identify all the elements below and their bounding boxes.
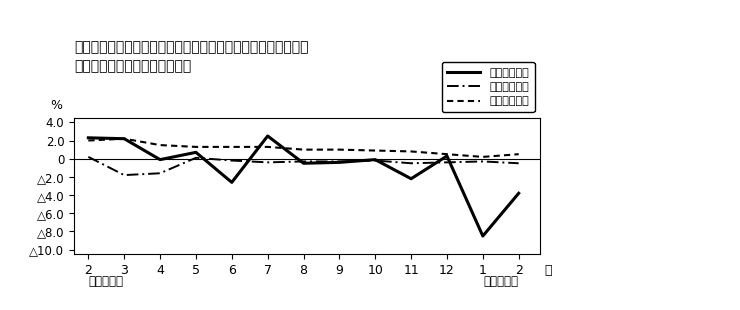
Legend: 現金給与総額, 総実労働時間, 常用雇用指数: 現金給与総額, 総実労働時間, 常用雇用指数 (442, 62, 534, 112)
Text: 第４図　賃金、労働時間、常用雇用指数　対前年同月比の推移
（規模５人以上　調査産業計）: 第４図 賃金、労働時間、常用雇用指数 対前年同月比の推移 （規模５人以上 調査産… (74, 41, 309, 73)
Text: 月: 月 (545, 264, 552, 277)
Text: 平成２３年: 平成２３年 (88, 275, 124, 288)
Text: 平成２４年: 平成２４年 (484, 275, 519, 288)
Text: %: % (50, 99, 63, 112)
